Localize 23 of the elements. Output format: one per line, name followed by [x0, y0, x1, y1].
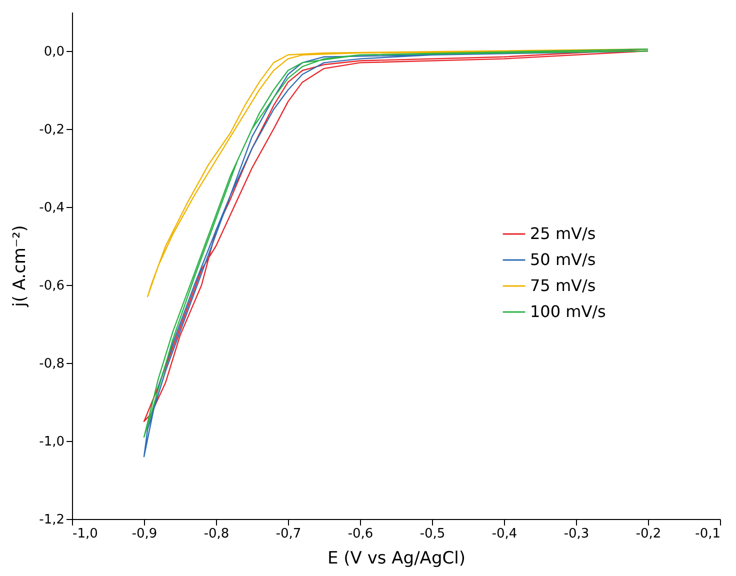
- legend-label: 100 mV/s: [530, 302, 606, 321]
- y-tick-label: 0,0: [44, 44, 64, 60]
- y-axis-title: j( A.cm⁻²): [10, 225, 30, 308]
- x-tick-label: -0,5: [420, 526, 446, 542]
- legend-label: 50 mV/s: [530, 250, 596, 269]
- x-tick-label: -0,2: [636, 526, 662, 542]
- y-tick-label: -0,8: [39, 356, 64, 372]
- legend-label: 25 mV/s: [530, 224, 596, 243]
- y-tick-label: -1,2: [39, 512, 64, 528]
- x-tick-label: -0,9: [132, 526, 158, 542]
- x-tick-label: -1,0: [72, 526, 98, 542]
- y-tick-label: -1,0: [39, 434, 64, 450]
- y-tick-label: -0,4: [39, 200, 64, 216]
- x-tick-label: -0,8: [204, 526, 230, 542]
- y-tick-label: -0,2: [39, 122, 64, 138]
- x-tick-label: -0,4: [492, 526, 518, 542]
- y-tick-label: -0,6: [39, 278, 64, 294]
- x-tick-label: -0,1: [695, 526, 720, 542]
- legend-label: 75 mV/s: [530, 276, 596, 295]
- x-axis-title: E (V vs Ag/AgCl): [328, 548, 466, 568]
- x-tick-label: -0,6: [348, 526, 374, 542]
- x-tick-label: -0,3: [564, 526, 590, 542]
- x-tick-label: -0,7: [276, 526, 302, 542]
